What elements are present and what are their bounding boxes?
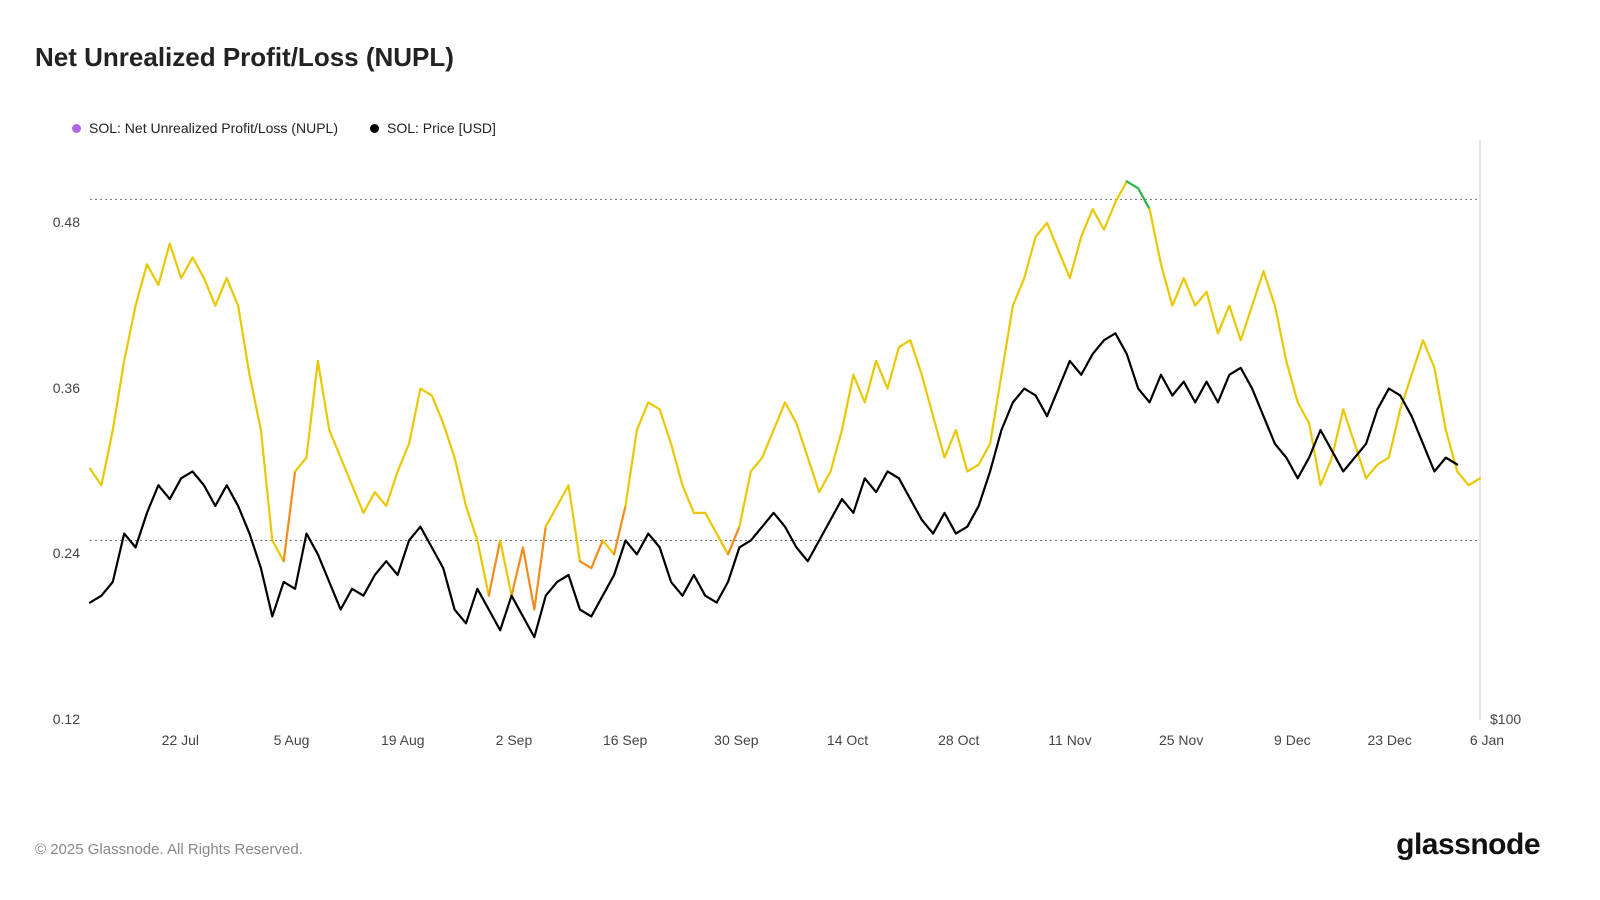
x-tick-label: 28 Oct [938,732,979,748]
brand-logo: glassnode [1396,828,1540,862]
y-tick-label: 0.24 [35,545,80,561]
x-tick-label: 23 Dec [1367,732,1411,748]
y-tick-label: 0.48 [35,214,80,230]
legend-dot-nupl [72,124,81,133]
y-tick-label: 0.36 [35,380,80,396]
legend-item-price: SOL: Price [USD] [370,120,496,136]
x-tick-label: 22 Jul [162,732,199,748]
x-tick-label: 25 Nov [1159,732,1203,748]
y-tick-label: 0.12 [35,711,80,727]
x-tick-label: 16 Sep [603,732,647,748]
x-tick-label: 6 Jan [1470,732,1504,748]
x-tick-label: 5 Aug [274,732,310,748]
legend-label-price: SOL: Price [USD] [387,120,496,136]
chart-title: Net Unrealized Profit/Loss (NUPL) [35,42,454,73]
x-tick-label: 9 Dec [1274,732,1311,748]
footer-copyright: © 2025 Glassnode. All Rights Reserved. [35,841,303,858]
x-tick-label: 2 Sep [496,732,533,748]
y2-tick-label: $100 [1490,711,1521,727]
x-tick-label: 30 Sep [714,732,758,748]
legend-dot-price [370,124,379,133]
x-tick-label: 11 Nov [1048,732,1091,748]
legend: SOL: Net Unrealized Profit/Loss (NUPL) S… [72,120,496,136]
plot-area [90,140,1480,720]
x-tick-label: 19 Aug [381,732,425,748]
legend-label-nupl: SOL: Net Unrealized Profit/Loss (NUPL) [89,120,338,136]
chart-svg [90,140,1480,720]
legend-item-nupl: SOL: Net Unrealized Profit/Loss (NUPL) [72,120,338,136]
x-tick-label: 14 Oct [827,732,868,748]
chart: 0.12 0.24 0.36 0.48 $100 22 Jul 5 Aug 19 Aug 2… [35,140,1525,760]
